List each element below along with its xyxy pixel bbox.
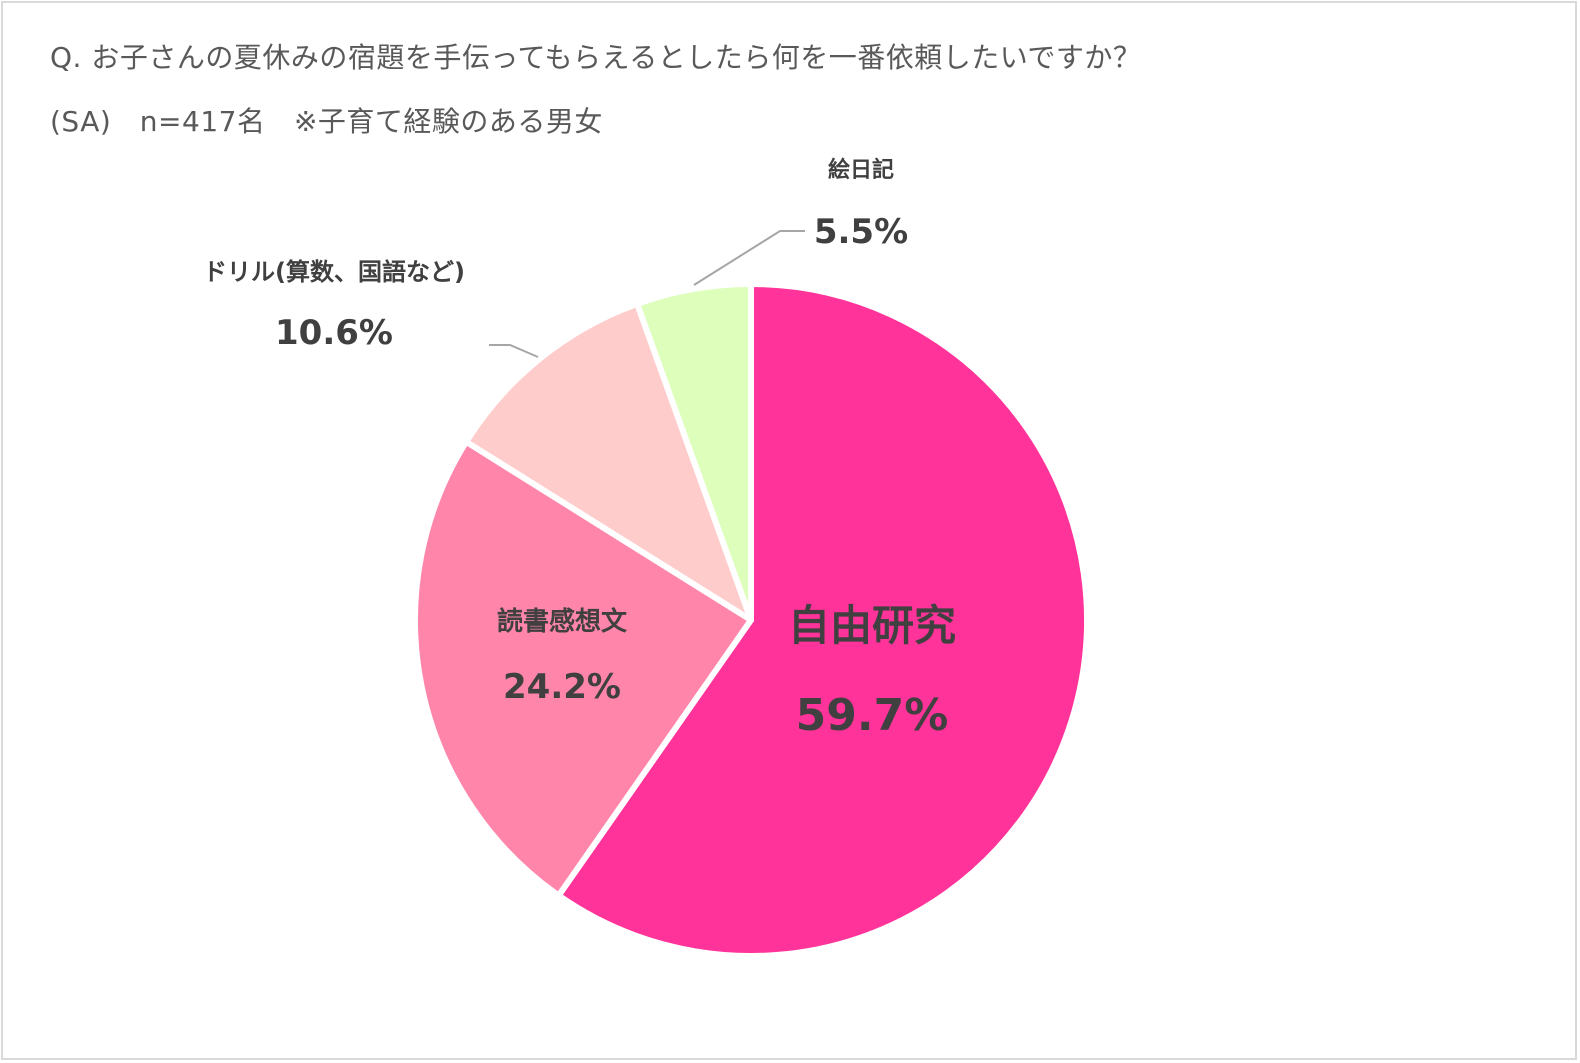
pie-slice-3 bbox=[634, 281, 754, 623]
slice-value-0: 59.7% bbox=[796, 690, 949, 741]
slice-label-0: 自由研究 bbox=[788, 601, 956, 650]
pie-slice-2 bbox=[463, 300, 754, 623]
slice-value-2: 10.6% bbox=[275, 313, 393, 353]
slice-value-1: 24.2% bbox=[503, 667, 621, 707]
slice-label-3: 絵日記 bbox=[828, 157, 894, 183]
pie-slice-1 bbox=[412, 438, 754, 899]
chart-subtitle: (SA) n=417名 ※子育て経験のある男女 bbox=[50, 105, 603, 138]
chart-title: Q. お子さんの夏休みの宿題を手伝ってもらえるとしたら何を一番依頼したいですか？ bbox=[50, 41, 1142, 74]
leader-line-2 bbox=[489, 344, 539, 358]
leader-line-3 bbox=[693, 230, 805, 286]
slice-label-2: ドリル(算数、国語など) bbox=[203, 258, 465, 286]
pie-slice-0 bbox=[555, 281, 1090, 959]
slice-value-3: 5.5% bbox=[814, 212, 908, 252]
slice-label-1: 読書感想文 bbox=[497, 606, 628, 637]
